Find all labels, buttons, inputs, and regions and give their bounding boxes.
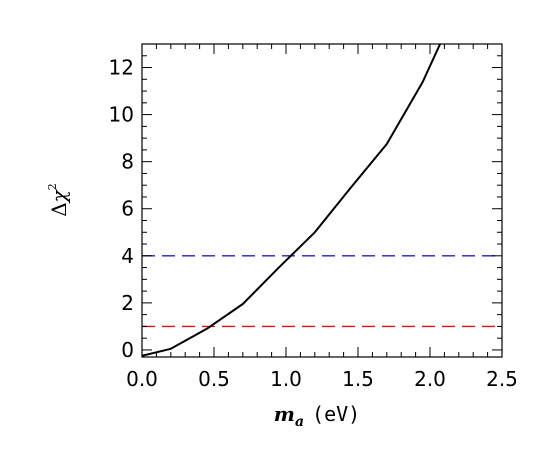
y-tick-label: 12 [109, 56, 134, 80]
x-tick-label: 0.0 [126, 367, 158, 391]
y-tick-label: 10 [109, 103, 134, 127]
y-tick-label: 4 [121, 244, 134, 268]
y-tick-label: 8 [121, 150, 134, 174]
series-line-1 [142, 44, 442, 357]
x-tick-label: 1.5 [342, 367, 374, 391]
y-axis-power: 2 [46, 183, 59, 190]
x-axis-subscript: a [295, 414, 304, 430]
tick-labels: 0.0 0.5 1.0 1.5 2.0 2.5 0 2 4 6 8 10 12 [109, 56, 518, 391]
y-axis-label: Δχ2 [46, 183, 71, 217]
x-tick-label: 2.0 [414, 367, 446, 391]
plot-area [141, 43, 503, 358]
x-axis-label: ma (eV) [274, 402, 360, 430]
y-axis-delta: Δ [47, 202, 71, 216]
y-tick-label: 6 [121, 197, 134, 221]
y-axis-chi: χ [47, 188, 71, 204]
x-tick-label: 0.5 [198, 367, 230, 391]
x-tick-label: 1.0 [270, 367, 302, 391]
plot-frame [141, 43, 503, 358]
x-tick-label: 2.5 [486, 367, 518, 391]
x-axis-symbol: m [274, 402, 295, 426]
x-axis-unit: (eV) [312, 402, 360, 426]
y-tick-label: 2 [121, 291, 134, 315]
y-tick-label: 0 [121, 338, 134, 362]
axes-ticks [141, 43, 503, 357]
